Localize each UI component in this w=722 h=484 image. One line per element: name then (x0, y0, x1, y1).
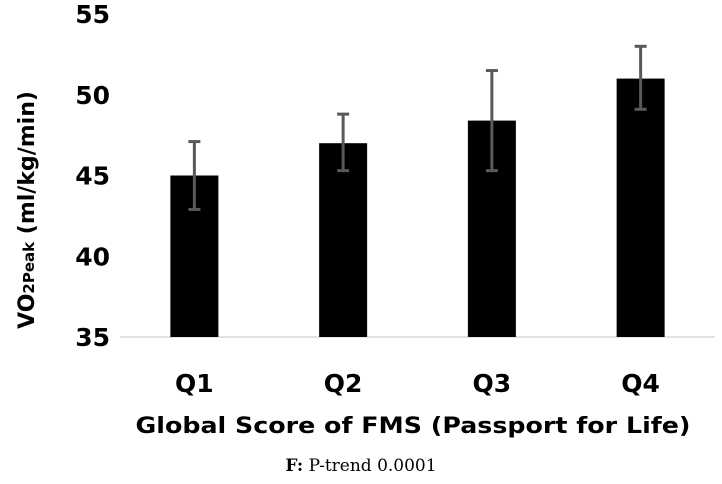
error-bar-q4 (634, 44, 647, 111)
x-axis-title: Global Score of FMS (Passport for Life) (136, 414, 691, 439)
bar-chart: 35 40 45 50 55 Q1 Q2 Q3 Q4 Global Score of FMS … (15, 0, 715, 439)
error-bar-q2 (337, 112, 350, 173)
x-tick-label: Q4 (621, 369, 660, 398)
y-tick-label: 45 (75, 162, 110, 191)
x-tick-label: Q2 (324, 369, 363, 398)
bar-q2 (319, 143, 368, 337)
error-bar-q1 (188, 140, 201, 211)
y-axis-title-unit: (ml/kg/min) (15, 91, 40, 242)
y-axis-title: VO2Peak (ml/kg/min) (15, 91, 40, 329)
bars (170, 78, 665, 337)
figure-caption: F: P-trend 0.0001 (0, 456, 722, 476)
error-bar-q3 (485, 69, 498, 173)
y-axis-ticks: 35 40 45 50 55 (75, 0, 110, 352)
y-tick-label: 55 (75, 0, 110, 29)
y-axis-title-main: VO (15, 294, 40, 329)
y-tick-label: 40 (75, 242, 110, 271)
caption-text: P-trend 0.0001 (303, 456, 437, 476)
y-tick-label: 50 (75, 81, 110, 110)
x-tick-label: Q1 (175, 369, 214, 398)
x-tick-label: Q3 (473, 369, 512, 398)
y-axis-title-subscript: 2Peak (20, 241, 38, 294)
y-tick-label: 35 (75, 323, 110, 352)
bar-q4 (616, 78, 665, 337)
x-axis-ticks: Q1 Q2 Q3 Q4 (175, 369, 660, 398)
error-bars (188, 44, 647, 211)
caption-label: F: (285, 456, 304, 476)
